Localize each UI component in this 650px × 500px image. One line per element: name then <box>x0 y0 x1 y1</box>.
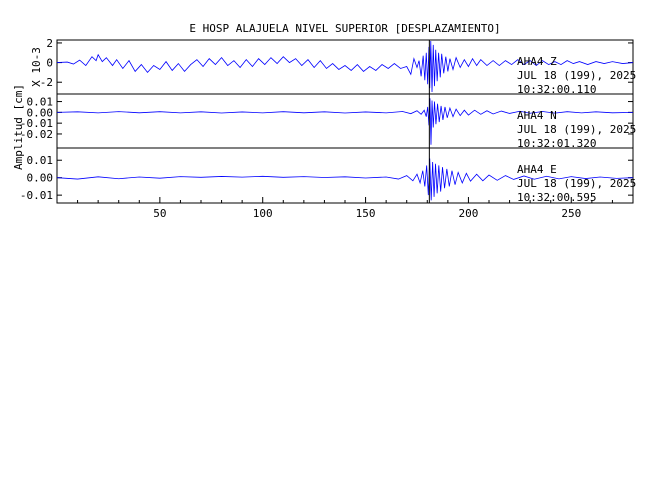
time-label: 10:32:01.320 <box>517 137 596 150</box>
x-tick-label: 100 <box>253 207 273 220</box>
date-label: JUL 18 (199), 2025 <box>517 123 636 136</box>
y-tick-label: 0.00 <box>27 172 54 185</box>
y-axis-label: Amplitud [cm] <box>12 84 25 170</box>
time-label: 10:32:00.595 <box>517 191 596 204</box>
time-label: 10:32:00.110 <box>517 83 596 96</box>
station-label: AHA4 Z <box>517 55 557 68</box>
x-tick-label: 200 <box>458 207 478 220</box>
x-tick-label: 150 <box>356 207 376 220</box>
date-label: JUL 18 (199), 2025 <box>517 69 636 82</box>
x-axis: 50 100 150 200 250 <box>77 197 613 220</box>
station-label: AHA4 E <box>517 163 557 176</box>
y-tick-label: 0 <box>46 57 53 70</box>
y-tick-label: -0.01 <box>20 189 53 202</box>
x-tick-label: 50 <box>153 207 166 220</box>
x-tick-label: 250 <box>561 207 581 220</box>
waveform-z <box>56 40 634 93</box>
y-tick-label: 2 <box>46 37 53 50</box>
waveform-e <box>56 158 634 201</box>
waveform-n <box>56 98 634 145</box>
y-tick-label: 0.01 <box>27 96 54 109</box>
y-tick-label: 0.00 <box>27 106 54 119</box>
y-tick-label: -2 <box>40 76 53 89</box>
chart-title: E HOSP ALAJUELA NIVEL SUPERIOR [DESPLAZA… <box>189 22 500 35</box>
y-tick-label: 0.01 <box>27 154 54 167</box>
date-label: JUL 18 (199), 2025 <box>517 177 636 190</box>
station-label: AHA4 N <box>517 109 557 122</box>
y-tick-label: -0.01 <box>20 117 53 130</box>
y-tick-label: -0.02 <box>20 128 53 141</box>
y-scale-label: X 10-3 <box>30 47 43 87</box>
